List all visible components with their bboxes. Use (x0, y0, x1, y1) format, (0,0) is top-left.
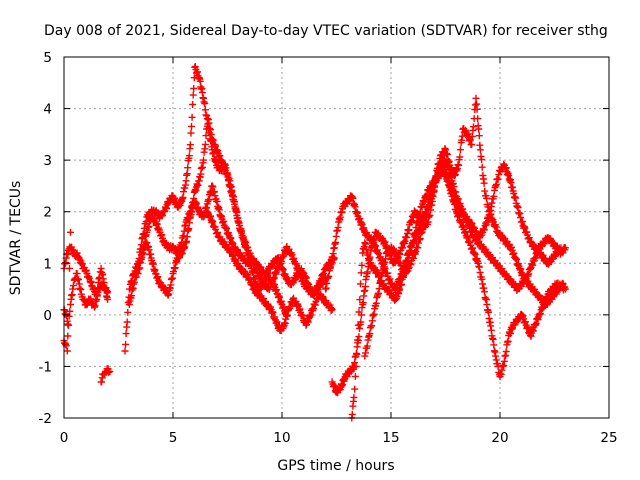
series-s7 (134, 182, 290, 319)
y-tick-label: 3 (43, 153, 52, 169)
x-tick-label: 5 (169, 430, 178, 446)
series-s5 (121, 63, 338, 355)
y-tick-label: 0 (43, 308, 52, 324)
series-s6 (125, 115, 330, 308)
x-axis: 0 5 10 15 20 25 (60, 57, 618, 446)
y-tick-label: -2 (39, 411, 52, 427)
chart-title: Day 008 of 2021, Sidereal Day-to-day VTE… (44, 23, 608, 39)
x-tick-label: 10 (273, 430, 290, 446)
y-axis: -2 -1 0 1 2 3 4 5 (39, 50, 609, 427)
x-tick-label: 0 (60, 430, 69, 446)
plot-border (63, 56, 610, 419)
x-tick-label: 20 (491, 430, 508, 446)
data-point-markers (97, 365, 114, 386)
series-s4 (97, 365, 114, 386)
y-tick-label: 4 (43, 102, 52, 118)
y-tick-label: 5 (43, 50, 52, 66)
series-s12 (361, 156, 569, 360)
x-tick-label: 15 (382, 430, 399, 446)
data-point-markers (121, 63, 338, 355)
y-tick-label: 1 (43, 256, 52, 272)
data-point-markers (361, 156, 569, 360)
data-point-markers (202, 207, 336, 335)
data-point-markers (134, 182, 290, 319)
y-tick-label: -1 (39, 359, 52, 375)
x-axis-label: GPS time / hours (277, 458, 394, 474)
x-tick-label: 25 (600, 430, 617, 446)
series-s8 (202, 207, 336, 335)
data-marks (60, 63, 569, 422)
data-point-markers (125, 115, 330, 308)
y-axis-label: SDTVAR / TECUs (8, 181, 24, 296)
y-tick-label: 2 (43, 205, 52, 221)
